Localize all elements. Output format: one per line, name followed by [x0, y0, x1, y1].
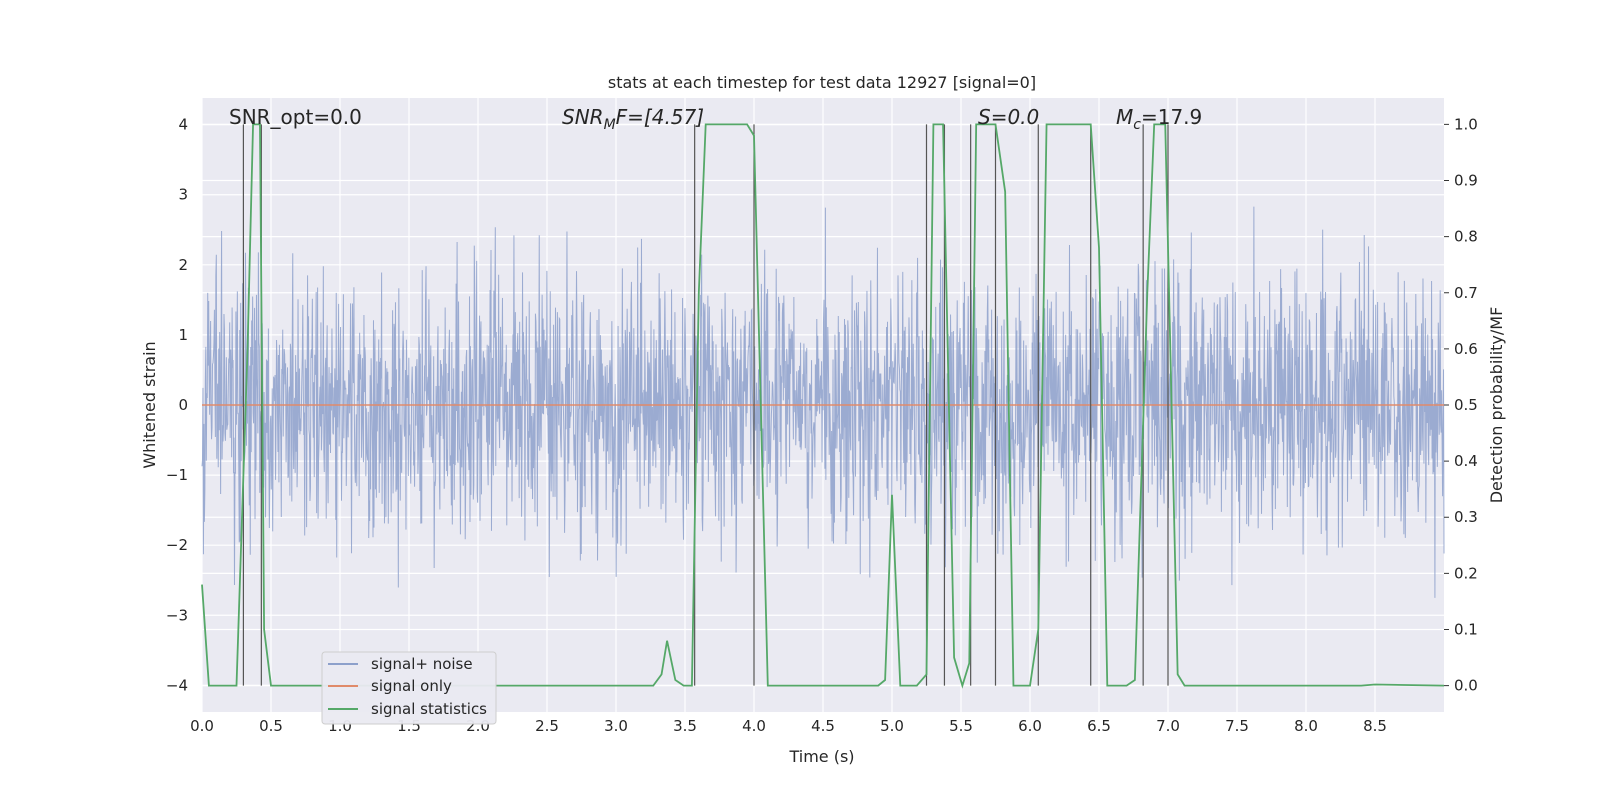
y-right-tick-label: 0.4	[1454, 452, 1478, 470]
x-tick-label: 8.0	[1294, 717, 1318, 735]
y-axis-right-ticks: 1.0 0.9 0.8 0.7 0.6 0.5 0.4 0.3 0.2 0.1 0.0	[1444, 115, 1478, 695]
x-tick-label: 0.5	[259, 717, 283, 735]
x-tick-label: 3.5	[673, 717, 697, 735]
y-left-tick-label: −4	[166, 676, 188, 694]
x-tick-label: 8.5	[1363, 717, 1387, 735]
x-tick-label: 6.0	[1018, 717, 1042, 735]
annotation-mc: Mc=17.9	[1116, 105, 1202, 133]
x-tick-label: 4.5	[811, 717, 835, 735]
annotation-s: S=0.0	[978, 105, 1039, 129]
annotation-snr-mf: SNRMF=[4.57]	[562, 105, 704, 133]
x-tick-label: 5.0	[880, 717, 904, 735]
annotation-snr-mf-sub: M	[604, 117, 616, 133]
annotation-snr-mf-prefix: SNR	[562, 105, 604, 129]
annotation-mc-suffix: =17.9	[1141, 105, 1202, 129]
y-right-tick-label: 0.1	[1454, 620, 1478, 638]
series-signal-plus-noise	[201, 206, 1445, 598]
annotation-mc-sub: c	[1133, 117, 1141, 133]
y-left-tick-label: −2	[166, 536, 188, 554]
annotation-mc-prefix: M	[1116, 105, 1133, 129]
y-right-tick-label: 0.7	[1454, 284, 1478, 302]
y-right-tick-label: 1.0	[1454, 115, 1478, 133]
annotation-snr-opt: SNR_opt=0.0	[229, 105, 362, 129]
legend: signal+ noise signal only signal statist…	[321, 651, 497, 725]
legend-label-signal-statistics: signal statistics	[371, 700, 487, 718]
y-right-tick-label: 0.0	[1454, 677, 1478, 695]
x-tick-label: 4.0	[742, 717, 766, 735]
y-right-tick-label: 0.2	[1454, 564, 1478, 582]
x-tick-label: 0.0	[190, 717, 214, 735]
y-left-tick-label: 2	[178, 256, 188, 274]
x-tick-label: 5.5	[949, 717, 973, 735]
legend-box	[321, 651, 497, 725]
x-tick-label: 2.5	[535, 717, 559, 735]
annotation-snr-mf-suffix: F=[4.57]	[616, 105, 704, 129]
y-left-tick-label: −1	[166, 466, 188, 484]
x-tick-label: 7.5	[1225, 717, 1249, 735]
y-axis-right-label: Detection probability/MF	[1487, 307, 1506, 504]
y-right-tick-label: 0.9	[1454, 172, 1478, 190]
series-line-signal-plus-noise	[201, 206, 1445, 598]
x-axis-label: Time (s)	[788, 747, 854, 766]
y-left-tick-label: 1	[178, 326, 188, 344]
x-tick-label: 6.5	[1087, 717, 1111, 735]
y-left-tick-label: −3	[166, 606, 188, 624]
y-right-tick-label: 0.6	[1454, 340, 1478, 358]
y-axis-left-label: Whitened strain	[140, 341, 159, 468]
y-right-tick-label: 0.3	[1454, 508, 1478, 526]
legend-label-signal-only: signal only	[371, 677, 452, 695]
y-right-tick-label: 0.8	[1454, 228, 1478, 246]
legend-label-signal-plus-noise: signal+ noise	[371, 655, 473, 673]
y-axis-left-ticks: 4 3 2 1 0 −1 −2 −3 −4	[166, 116, 188, 695]
x-tick-label: 3.0	[604, 717, 628, 735]
x-tick-label: 7.0	[1156, 717, 1180, 735]
y-left-tick-label: 4	[178, 116, 188, 134]
chart-title: stats at each timestep for test data 129…	[608, 73, 1036, 92]
y-left-tick-label: 0	[178, 396, 188, 414]
y-right-tick-label: 0.5	[1454, 396, 1478, 414]
y-left-tick-label: 3	[178, 186, 188, 204]
